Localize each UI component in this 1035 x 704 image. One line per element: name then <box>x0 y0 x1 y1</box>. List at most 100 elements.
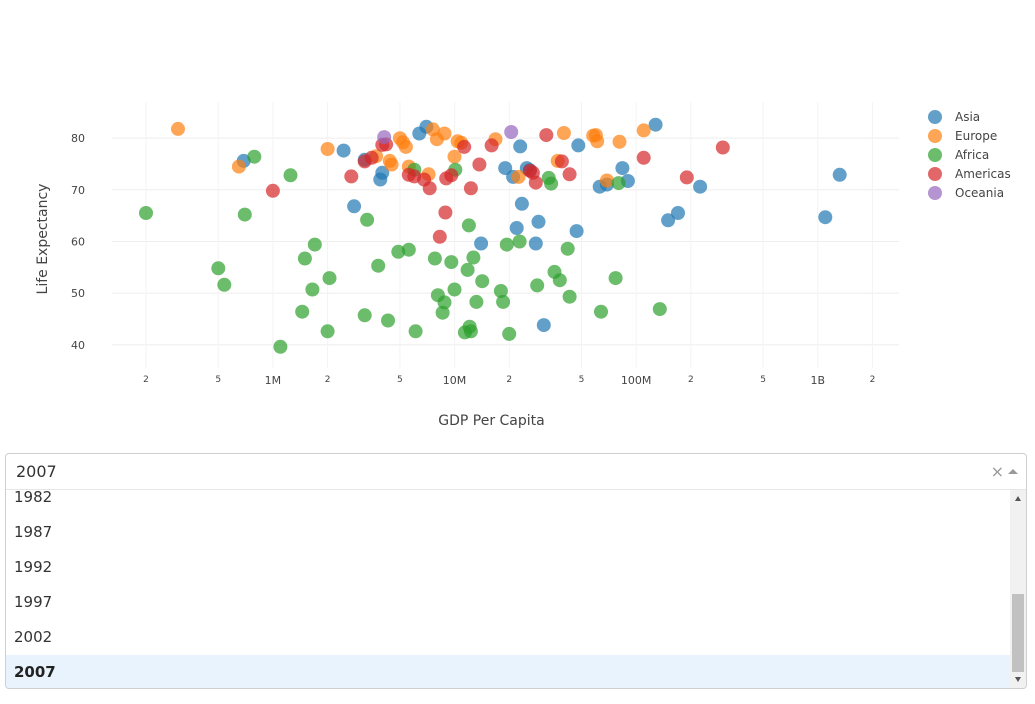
y-tick-label: 80 <box>71 132 85 145</box>
clear-icon[interactable]: × <box>990 462 1004 481</box>
data-point-africa <box>211 261 226 276</box>
data-point-asia <box>571 138 586 153</box>
data-point-africa <box>247 149 262 164</box>
dropdown-control[interactable]: 2007 × <box>6 454 1026 490</box>
legend-marker-africa <box>928 148 942 162</box>
y-tick-label: 70 <box>71 184 85 197</box>
x-tick-label: 1B <box>811 374 826 387</box>
data-point-americas <box>432 229 447 244</box>
data-point-africa <box>295 304 310 319</box>
data-point-americas <box>438 205 453 220</box>
data-point-europe <box>437 126 452 141</box>
data-point-africa <box>530 278 545 293</box>
data-point-asia <box>671 206 685 220</box>
data-point-europe <box>511 169 526 184</box>
data-point-oceania <box>377 130 392 145</box>
data-point-africa <box>447 282 462 297</box>
data-point-europe <box>636 123 651 138</box>
legend-label-asia: Asia <box>955 110 980 124</box>
x-minor-tick-label: 2 <box>325 375 331 385</box>
legend-marker-asia <box>928 110 942 124</box>
dropdown-scrollbar[interactable] <box>1010 490 1026 688</box>
data-point-africa <box>493 284 508 298</box>
data-point-africa <box>217 277 232 292</box>
data-point-americas <box>472 157 487 172</box>
legend-label-europe: Europe <box>955 129 997 143</box>
legend-label-oceania: Oceania <box>955 186 1004 200</box>
data-point-europe <box>320 142 335 156</box>
data-point-americas <box>484 138 499 153</box>
data-point-europe <box>171 121 185 136</box>
dropdown-option[interactable]: 1992 <box>14 558 53 576</box>
data-point-europe <box>447 149 462 164</box>
data-point-europe <box>556 126 571 140</box>
data-point-asia <box>818 210 833 225</box>
x-minor-tick-label: 2 <box>143 375 149 385</box>
data-point-americas <box>679 170 694 185</box>
dropdown-option[interactable]: 1997 <box>14 593 53 611</box>
data-point-africa <box>562 289 577 304</box>
x-minor-tick-label: 2 <box>506 375 512 385</box>
data-point-europe <box>398 139 413 154</box>
data-point-asia <box>514 196 529 211</box>
data-point-americas <box>457 139 472 154</box>
chevron-up-icon[interactable] <box>1008 469 1018 474</box>
data-point-asia <box>528 236 543 251</box>
data-point-americas <box>562 167 577 182</box>
data-point-africa <box>391 244 406 259</box>
dropdown-option[interactable]: 1987 <box>14 523 53 541</box>
data-point-africa <box>408 324 423 339</box>
data-point-africa <box>371 258 386 273</box>
x-tick-label: 100M <box>621 374 652 387</box>
data-point-africa <box>496 294 511 309</box>
data-point-americas <box>636 150 651 165</box>
data-point-americas <box>554 154 569 169</box>
data-point-africa <box>283 168 298 183</box>
data-point-africa <box>307 237 322 252</box>
data-point-africa <box>499 237 514 252</box>
data-point-asia <box>832 167 847 182</box>
scroll-up-arrow-icon[interactable] <box>1015 496 1021 501</box>
data-point-americas <box>422 181 437 196</box>
x-axis-title: GDP Per Capita <box>438 413 544 429</box>
data-point-africa <box>401 242 416 257</box>
dropdown-option[interactable]: 2007 <box>6 655 1010 688</box>
x-minor-tick-label: 2 <box>870 375 876 385</box>
scrollbar-thumb[interactable] <box>1012 594 1024 672</box>
dropdown-option-list: 1982 1987 1992 1997 2002 2007 <box>6 490 1010 688</box>
scroll-down-arrow-icon[interactable] <box>1015 677 1021 682</box>
data-point-africa <box>552 273 567 288</box>
x-tick-label: 10M <box>443 374 467 387</box>
y-tick-label: 50 <box>71 287 85 300</box>
data-point-asia <box>474 236 489 251</box>
data-point-americas <box>539 128 554 143</box>
legend-marker-europe <box>928 129 942 143</box>
dropdown-selected-value: 2007 <box>16 462 57 481</box>
data-point-africa <box>611 176 626 191</box>
data-point-africa <box>544 176 559 191</box>
data-point-americas <box>265 183 280 198</box>
data-point-asia <box>536 318 551 333</box>
data-point-africa <box>437 295 452 310</box>
data-point-americas <box>364 150 379 165</box>
dropdown-option[interactable]: 1982 <box>14 490 53 506</box>
data-point-americas <box>444 168 459 183</box>
x-minor-tick-label: 5 <box>579 375 585 385</box>
data-point-africa <box>475 274 490 289</box>
data-point-asia <box>648 117 663 132</box>
data-point-asia <box>531 214 546 229</box>
data-point-africa <box>469 294 484 309</box>
data-point-africa <box>360 212 375 227</box>
x-tick-label: 1M <box>265 374 282 387</box>
data-point-asia <box>569 224 584 239</box>
data-point-africa <box>460 262 475 277</box>
data-point-asia <box>693 179 708 194</box>
dropdown-option[interactable]: 2002 <box>14 628 53 646</box>
data-point-africa <box>427 251 442 266</box>
y-tick-label: 60 <box>71 235 85 248</box>
data-point-europe <box>599 173 614 188</box>
year-dropdown[interactable]: 2007 × 1982 1987 1992 1997 2002 2007 <box>5 453 1027 689</box>
data-point-europe <box>384 157 399 172</box>
data-point-africa <box>560 241 575 256</box>
data-point-africa <box>273 339 288 354</box>
